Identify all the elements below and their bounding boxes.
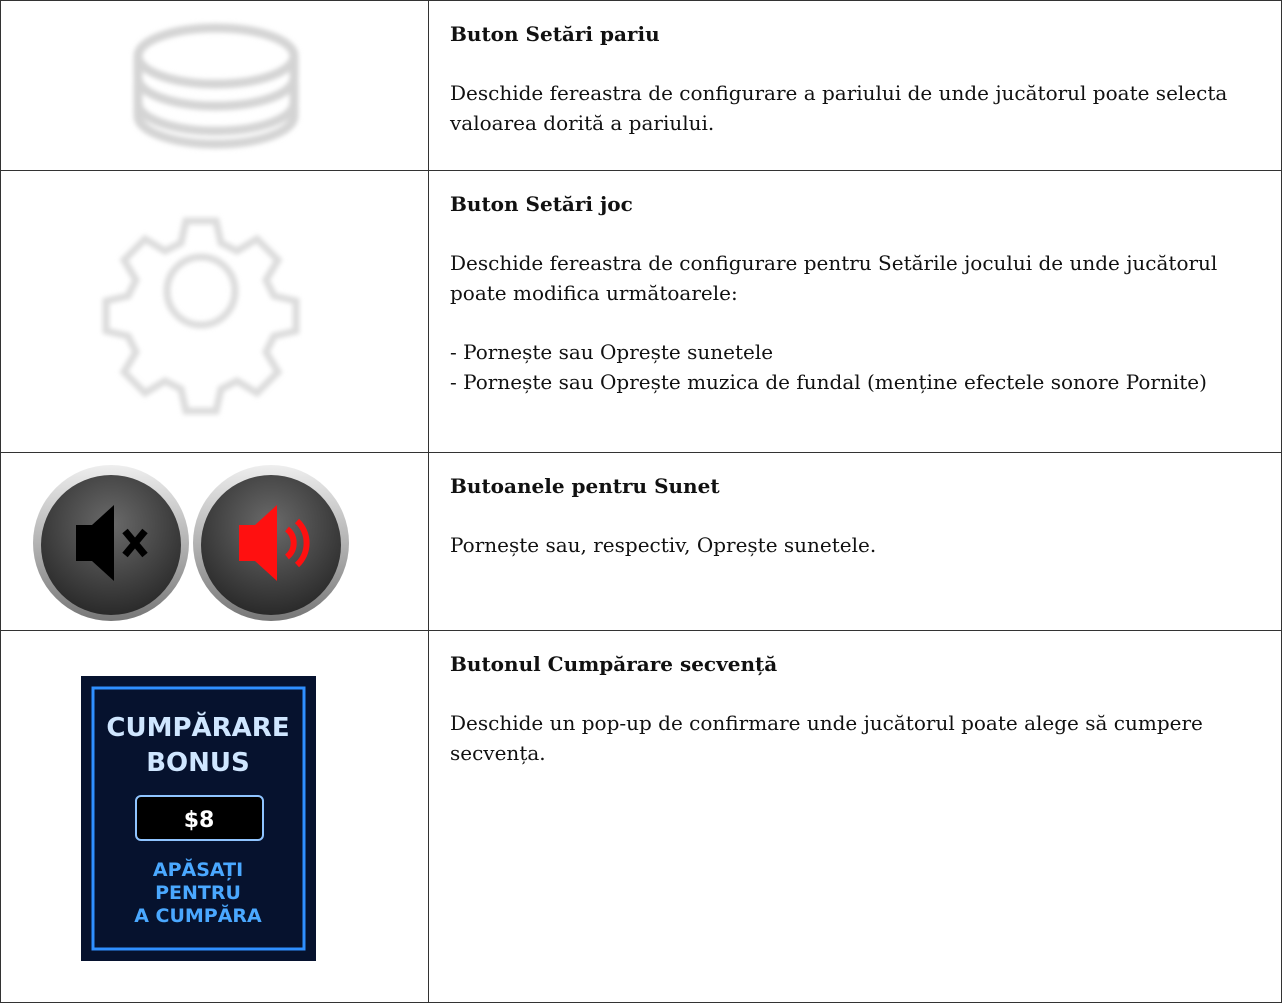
paragraph: Deschide fereastra de configurare pentru… [450,248,1261,308]
bonus-action: APĂSAȚI [153,857,243,881]
sound-buttons-icon [33,465,349,621]
bonus-action: A CUMPĂRA [134,903,262,927]
icon-cell: CUMPĂRARE BONUS $8 APĂSAȚI PENTRU A CUMP… [0,630,429,1003]
table-row: Buton Setări pariu Deschide fereastra de … [0,0,1282,171]
paragraph: Deschide un pop-up de confirmare unde ju… [450,708,1261,768]
icon-cell [0,452,429,631]
row-title: Butoanele pentru Sunet [450,474,720,498]
bet-settings-icon [133,23,299,149]
icon-cell [0,170,429,453]
table-row: CUMPĂRARE BONUS $8 APĂSAȚI PENTRU A CUMP… [0,630,1282,1003]
text-line: - Pornește sau Oprește muzica de fundal … [450,370,1207,394]
paragraph: Pornește sau, respectiv, Oprește sunetel… [450,530,1261,560]
bonus-heading: BONUS [146,748,250,778]
buy-bonus-icon: CUMPĂRARE BONUS $8 APĂSAȚI PENTRU A CUMP… [81,676,316,961]
text-line: Deschide un pop-up de confirmare unde ju… [450,711,1203,765]
text-line: Deschide fereastra de configurare a pari… [450,81,1228,135]
icon-cell [0,0,429,171]
game-settings-icon [102,217,300,415]
row-title: Buton Setări pariu [450,22,660,46]
text-cell: Buton Setări pariu Deschide fereastra de … [428,0,1282,171]
table-row: Buton Setări joc Deschide fereastra de co… [0,170,1282,453]
bonus-action: PENTRU [155,882,241,904]
bonus-price: $8 [184,808,215,833]
text-cell: Buton Setări joc Deschide fereastra de co… [428,170,1282,453]
text-line: - Pornește sau Oprește sunetele [450,340,774,364]
bonus-heading: CUMPĂRARE [106,711,289,743]
text-line: Pornește sau, respectiv, Oprește sunetel… [450,533,877,557]
table-row: Butoanele pentru Sunet Pornește sau, resp… [0,452,1282,631]
text-cell: Butoanele pentru Sunet Pornește sau, resp… [428,452,1282,631]
row-title: Buton Setări joc [450,192,633,216]
row-title: Butonul Cumpărare secvență [450,652,778,676]
text-cell: Butonul Cumpărare secvență Deschide un po… [428,630,1282,1003]
text-line: Deschide fereastra de configurare pentru… [450,251,1218,305]
paragraph: Deschide fereastra de configurare a pari… [450,78,1261,138]
paragraph: - Pornește sau Oprește sunetele - Porneșt… [450,337,1261,397]
